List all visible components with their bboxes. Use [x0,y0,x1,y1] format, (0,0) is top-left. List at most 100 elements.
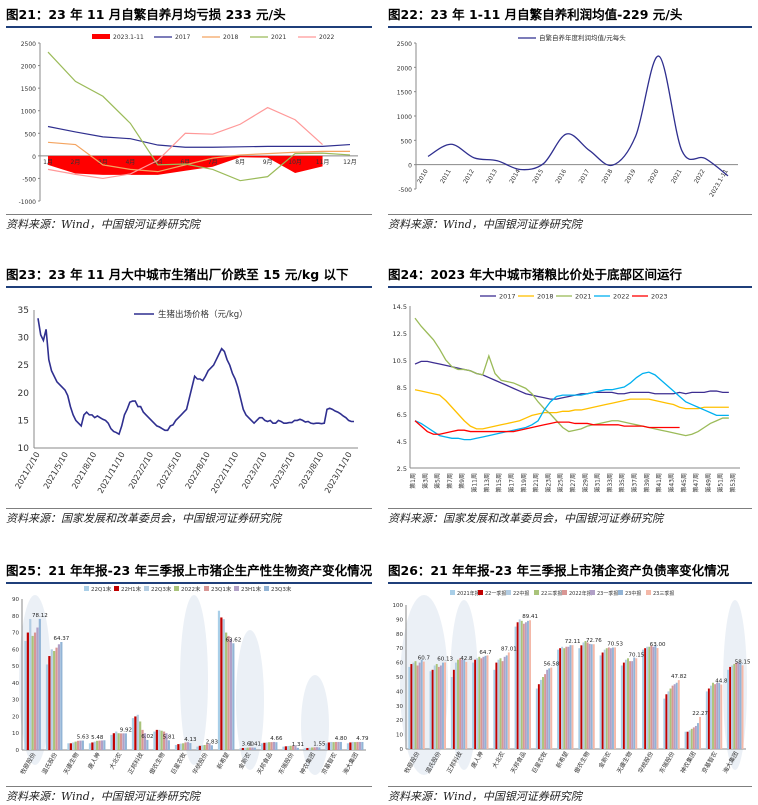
bar [569,645,572,749]
y-tick-label: 1000 [397,114,412,121]
data-label: 22.27 [692,711,708,717]
x-tick-label: 1月 [43,159,53,166]
bar [241,747,244,750]
bar [48,656,51,750]
data-label: 70.53 [607,641,623,647]
bar [439,665,442,749]
bar [731,665,734,749]
bar [201,745,204,750]
bar [546,669,549,749]
y-tick-label: -500 [398,187,412,194]
bar [603,649,606,749]
x-tick-label: 第29周 [581,473,589,493]
bar [503,656,506,749]
bar [505,655,508,749]
bar [688,730,691,749]
bar [671,685,674,749]
legend-label: 23一季报 [597,590,618,597]
bar [669,688,672,749]
x-tick-label: 唐人神 [86,751,102,771]
data-label: 44.8 [715,678,728,684]
bar [644,648,647,749]
bar [29,618,32,750]
x-tick-label: 第9周 [458,473,466,489]
legend-label: 2017 [175,34,190,41]
y-tick-label: 2.5 [397,465,407,473]
x-tick-label: 2021/8/10 [70,451,98,491]
bar [663,698,666,749]
bar [162,731,166,750]
bar [493,669,496,749]
data-label: 60.13 [437,656,453,662]
x-tick-label: 天康生物 [62,751,81,776]
bar [718,682,721,749]
bar [155,729,158,750]
bar [578,648,581,749]
bar [482,656,485,749]
bar [325,743,328,750]
bar [694,725,697,749]
x-tick-label: 海大集团 [341,751,360,776]
bar [356,741,359,750]
bar [444,662,446,749]
y-tick-label: 80 [12,614,19,620]
data-label: 42.8 [460,656,473,662]
bar [36,627,39,750]
y-tick-label: 2500 [21,41,36,48]
legend-label: 2021 [271,34,286,41]
bar [332,742,335,750]
source-note: 资料来源：国家发展和改革委员会，中国银河证券研究院 [388,512,663,525]
bar [656,647,659,749]
bar [184,742,187,750]
bar [497,659,500,749]
title-rule [6,26,372,28]
bar [465,661,468,749]
data-label: 63.00 [650,642,666,648]
legend-label: 2021年报 [457,590,480,597]
data-label: 4.79 [356,736,369,742]
legend-label: 2018 [537,293,554,301]
bar [205,744,209,750]
bar [622,662,625,749]
source-note: 资料来源：Wind，中国银河证券研究院 [6,790,200,803]
x-tick-label: 巨星农牧 [530,750,549,775]
bar [654,645,657,749]
y-tick-label: 80 [396,632,403,638]
bar [522,623,525,749]
x-tick-label: 新希望 [554,750,570,770]
bar [624,659,627,749]
x-tick-label: 第23周 [544,473,552,493]
legend-label: 22Q1末 [91,585,112,593]
bar [472,662,474,749]
bar [474,659,477,749]
x-tick-label: 第51周 [717,473,725,493]
x-tick-label: 2023.1-11 [708,168,730,198]
bar [514,626,517,749]
bar [282,746,285,750]
legend-label: 23H1末 [241,585,262,593]
x-tick-label: 天康生物 [615,750,634,775]
y-tick-label: 90 [12,597,19,603]
legend-label: 2017 [499,293,516,301]
bar [225,632,228,750]
bar [563,648,566,749]
bar [229,639,233,750]
bar [435,664,438,749]
data-label: 63.62 [226,637,242,643]
bar [275,742,278,750]
bar [607,647,610,749]
bar [567,646,570,749]
legend-label: 2022末 [181,585,201,593]
bar [153,731,156,750]
bar [186,742,190,750]
data-label: 70.15 [629,652,645,658]
chart-title: 图21：23 年 11 月自繁自养月均亏损 233 元/头 [6,7,286,22]
x-tick-label: 第15周 [495,473,503,493]
x-tick-label: 第1周 [409,473,417,489]
x-tick-label: 2013 [485,168,499,185]
bar [74,741,77,750]
bar [272,741,276,750]
y-tick-label: 2000 [397,65,412,72]
bar [629,661,632,749]
bar [631,661,634,749]
